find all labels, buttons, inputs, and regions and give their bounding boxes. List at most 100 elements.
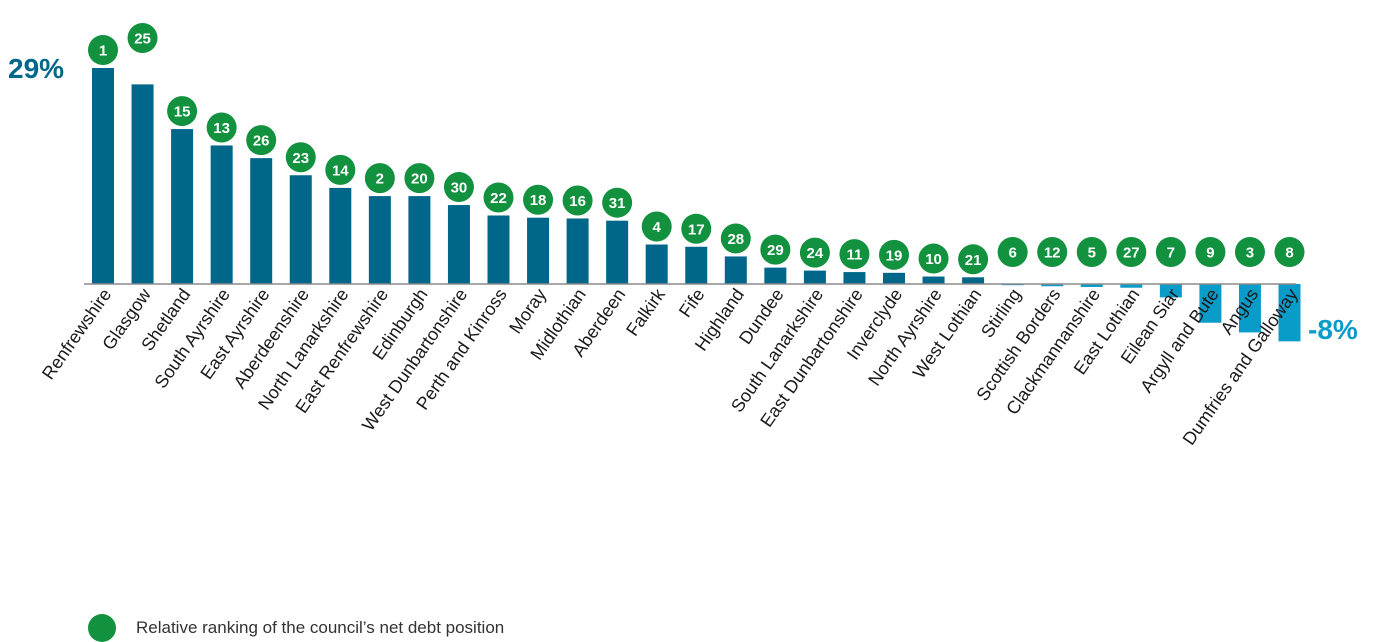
rank-badge: 16 [562,185,593,216]
rank-circle [997,237,1028,267]
rank-badge: 23 [285,142,316,173]
rank-circle [523,184,554,215]
rank-badge: 29 [760,234,791,265]
rank-number: 24 [807,245,824,262]
rank-number: 26 [253,133,270,150]
rank-number: 12 [1044,245,1061,262]
rank-number: 23 [292,150,309,167]
rank-number: 31 [609,195,626,212]
rank-number: 3 [1246,245,1254,262]
rank-number: 21 [965,252,982,269]
bar-west-dunbartonshire [447,205,470,284]
rank-badge: 4 [641,211,672,242]
rank-number: 17 [688,221,705,238]
rank-circle [285,142,316,173]
rank-number: 13 [213,120,230,137]
rank-number: 22 [490,190,507,207]
bar-fife [685,246,708,284]
rank-badge: 2 [364,163,395,194]
rank-badge: 31 [602,187,633,218]
bar-clackmannanshire [1080,284,1103,287]
rank-badge: 6 [997,237,1028,267]
rank-circle [127,23,158,53]
rank-circle [918,243,949,274]
bar-perth-and-kinross [487,215,510,284]
rank-badge: 18 [523,184,554,215]
max-value-label: 29% [8,53,64,84]
rank-number: 9 [1206,245,1214,262]
bar-eilean-siar [1159,284,1182,298]
rank-badge: 20 [404,163,435,194]
rank-circle [720,223,751,254]
rank-number: 8 [1285,245,1293,262]
bar-angus [1238,284,1261,333]
bar-south-lanarkshire [803,270,826,284]
rank-circle [325,154,356,185]
rank-circle [641,211,672,242]
rank-badge: 14 [325,154,356,185]
rank-circle [483,182,514,213]
rank-badge: 13 [206,112,237,143]
bar-east-dunbartonshire [843,272,866,284]
category-label: Falkirk [622,284,669,340]
rank-number: 30 [451,180,468,197]
bar-east-ayrshire [250,158,273,284]
rank-number: 20 [411,171,428,188]
bar-renfrewshire [92,68,114,284]
rank-number: 1 [99,43,107,60]
legend-text: Relative ranking of the council’s net de… [136,618,505,637]
rank-number: 7 [1167,245,1175,262]
bars-layer [92,68,1301,342]
rank-circle [88,35,118,65]
rank-circle [1116,237,1147,267]
legend: Relative ranking of the council’s net de… [88,614,504,642]
rank-circle [1274,237,1305,267]
rank-badge: 21 [958,244,989,275]
rank-circle [404,163,435,194]
category-label: Fife [675,285,709,321]
rank-number: 25 [134,31,151,48]
rank-circle [246,125,277,156]
rank-badge: 3 [1234,237,1265,267]
rank-circle [799,237,830,268]
rank-badge: 15 [167,96,198,127]
bar-east-renfrewshire [368,196,391,284]
rank-circle [167,96,198,127]
rank-badge: 10 [918,243,949,274]
rank-number: 19 [886,247,903,264]
rank-badge: 7 [1155,237,1186,267]
rank-badge: 22 [483,182,514,213]
rank-circle [1155,237,1186,267]
bar-argyll-and-bute [1199,284,1222,323]
rank-circle [602,187,633,218]
rank-badge: 8 [1274,237,1305,267]
bar-glasgow [131,84,154,285]
rank-circle [1195,237,1226,267]
rank-number: 18 [530,192,547,209]
rank-badge: 28 [720,223,751,254]
rank-number: 27 [1123,245,1140,262]
rank-badge: 25 [127,23,158,53]
rank-circle [443,172,474,203]
rank-badge: 5 [1076,237,1107,267]
rank-circle [1037,237,1068,267]
rank-badge: 30 [443,172,474,203]
rank-circle [562,185,593,216]
rank-circle [206,112,237,143]
bar-highland [724,256,747,284]
rank-circle [1076,237,1107,267]
rank-number: 2 [376,171,384,188]
rank-number: 28 [727,231,744,248]
rank-badge: 9 [1195,237,1226,267]
bar-aberdeenshire [289,175,312,284]
rank-number: 14 [332,162,349,179]
bar-shetland [171,129,194,284]
rank-number: 15 [174,104,191,121]
rank-badge: 19 [879,239,909,270]
rank-number: 29 [767,242,784,259]
bar-inverclyde [883,272,905,284]
rank-badge: 26 [246,125,277,156]
bar-edinburgh [408,196,431,284]
